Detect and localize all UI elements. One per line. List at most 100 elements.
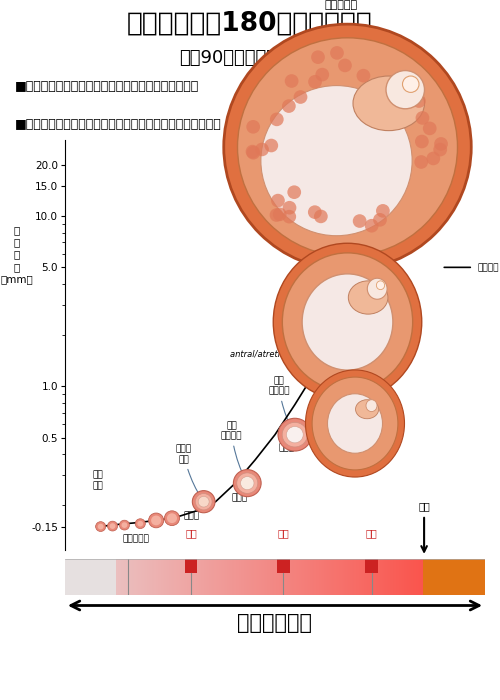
- Bar: [244, 559, 245, 595]
- Bar: [356, 559, 358, 595]
- Bar: [380, 559, 381, 595]
- Circle shape: [122, 522, 128, 528]
- Bar: [308, 559, 309, 595]
- FancyBboxPatch shape: [277, 559, 289, 573]
- Bar: [424, 559, 425, 595]
- Bar: [390, 559, 392, 595]
- Ellipse shape: [353, 76, 424, 131]
- Text: 月経: 月経: [366, 528, 378, 538]
- Bar: [470, 559, 472, 595]
- Circle shape: [351, 281, 382, 311]
- Bar: [340, 559, 341, 595]
- Bar: [362, 559, 363, 595]
- Bar: [129, 559, 130, 595]
- Bar: [314, 559, 316, 595]
- Bar: [464, 559, 465, 595]
- Bar: [144, 559, 145, 595]
- Circle shape: [237, 473, 258, 494]
- Bar: [400, 559, 401, 595]
- Bar: [398, 559, 400, 595]
- Bar: [212, 559, 214, 595]
- Bar: [203, 559, 204, 595]
- Circle shape: [434, 137, 448, 150]
- Bar: [432, 559, 434, 595]
- Bar: [145, 559, 146, 595]
- Bar: [94, 559, 96, 595]
- Bar: [220, 559, 221, 595]
- Bar: [245, 559, 246, 595]
- Bar: [250, 559, 252, 595]
- Bar: [382, 559, 383, 595]
- Circle shape: [138, 521, 143, 526]
- Bar: [140, 559, 141, 595]
- Bar: [150, 559, 152, 595]
- Bar: [164, 559, 165, 595]
- Bar: [236, 559, 238, 595]
- Bar: [278, 559, 280, 595]
- Bar: [430, 559, 432, 595]
- Bar: [262, 559, 263, 595]
- Circle shape: [96, 522, 106, 531]
- Bar: [452, 559, 454, 595]
- Bar: [181, 559, 182, 595]
- Bar: [342, 559, 343, 595]
- Bar: [367, 559, 368, 595]
- Bar: [87, 559, 88, 595]
- Bar: [265, 559, 266, 595]
- Bar: [132, 559, 134, 595]
- Bar: [290, 559, 292, 595]
- Circle shape: [288, 186, 301, 199]
- Bar: [103, 559, 104, 595]
- Bar: [414, 559, 416, 595]
- Bar: [388, 559, 389, 595]
- Circle shape: [365, 219, 378, 232]
- Bar: [267, 559, 268, 595]
- Bar: [383, 559, 384, 595]
- Bar: [421, 559, 422, 595]
- Bar: [80, 559, 81, 595]
- Circle shape: [416, 111, 430, 125]
- Circle shape: [240, 477, 254, 490]
- Bar: [408, 559, 409, 595]
- Bar: [209, 559, 210, 595]
- Bar: [247, 559, 248, 595]
- Bar: [327, 559, 328, 595]
- Bar: [260, 559, 261, 595]
- Bar: [167, 559, 168, 595]
- Bar: [221, 559, 222, 595]
- Bar: [142, 559, 143, 595]
- Bar: [230, 559, 232, 595]
- Bar: [154, 559, 156, 595]
- Bar: [341, 559, 342, 595]
- Bar: [352, 559, 354, 595]
- Bar: [427, 559, 428, 595]
- Bar: [407, 559, 408, 595]
- Bar: [286, 559, 287, 595]
- Text: ２５日: ２５日: [184, 511, 200, 520]
- Circle shape: [282, 253, 412, 391]
- Bar: [136, 559, 138, 595]
- Bar: [82, 559, 83, 595]
- Circle shape: [426, 152, 440, 165]
- Bar: [92, 559, 94, 595]
- Bar: [218, 559, 220, 595]
- Bar: [366, 559, 367, 595]
- Text: 成熟期卵胞: 成熟期卵胞: [324, 1, 357, 10]
- Bar: [149, 559, 150, 595]
- Bar: [254, 559, 256, 595]
- Bar: [476, 559, 478, 595]
- Bar: [232, 559, 234, 595]
- Bar: [296, 559, 298, 595]
- Bar: [248, 559, 249, 595]
- Circle shape: [346, 276, 387, 316]
- Circle shape: [312, 377, 398, 470]
- Bar: [358, 559, 360, 595]
- Bar: [243, 559, 244, 595]
- Bar: [201, 559, 202, 595]
- Bar: [182, 559, 183, 595]
- Bar: [184, 559, 185, 595]
- Bar: [180, 559, 181, 595]
- Bar: [121, 559, 122, 595]
- Bar: [89, 559, 90, 595]
- Bar: [263, 559, 264, 595]
